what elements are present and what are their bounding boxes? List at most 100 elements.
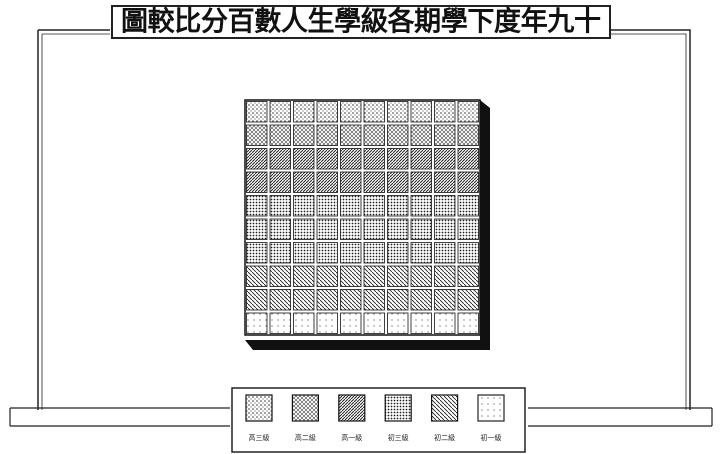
waffle-cell (269, 265, 291, 287)
waffle-cell (316, 312, 338, 334)
waffle-cell (340, 218, 362, 240)
waffle-series (246, 148, 479, 193)
waffle-cell (340, 148, 362, 170)
waffle-cell (457, 195, 479, 217)
waffle-cell (387, 312, 409, 334)
waffle-cell (340, 289, 362, 311)
waffle-cell (293, 289, 315, 311)
waffle-series (246, 101, 479, 123)
waffle-cell (246, 312, 268, 334)
waffle-series (246, 265, 479, 311)
waffle-cell (316, 242, 338, 264)
waffle-series (246, 195, 479, 264)
waffle-cell (293, 312, 315, 334)
waffle-cell (340, 265, 362, 287)
waffle-cell (316, 218, 338, 240)
waffle-cell (269, 195, 291, 217)
waffle-cell (269, 148, 291, 170)
waffle-cell (246, 195, 268, 217)
waffle-cell (434, 195, 456, 217)
waffle-cell (434, 101, 456, 123)
waffle-cell (269, 101, 291, 123)
waffle-cell (363, 218, 385, 240)
waffle-cell (387, 148, 409, 170)
waffle-cell (363, 242, 385, 264)
waffle-cell (293, 195, 315, 217)
waffle-cell (434, 242, 456, 264)
waffle-cell (340, 195, 362, 217)
waffle-cell (410, 101, 432, 123)
waffle-cell (363, 265, 385, 287)
waffle-cell (340, 312, 362, 334)
waffle-cell (340, 171, 362, 193)
frame (9, 5, 713, 453)
waffle-cell (410, 171, 432, 193)
waffle-cell (434, 312, 456, 334)
waffle-cell (410, 289, 432, 311)
waffle-cell (434, 124, 456, 146)
waffle-cell (434, 265, 456, 287)
waffle-cell (269, 171, 291, 193)
legend-label: 初二級 (434, 433, 455, 442)
waffle-cell (246, 148, 268, 170)
waffle-cell (363, 101, 385, 123)
waffle-series (246, 124, 479, 146)
waffle-cell (293, 218, 315, 240)
waffle-cell (316, 265, 338, 287)
legend-label: 高二級 (295, 433, 316, 442)
waffle-cell (363, 312, 385, 334)
waffle-cell (457, 218, 479, 240)
waffle-cell (340, 124, 362, 146)
waffle-cell (363, 171, 385, 193)
legend-label: 初一級 (481, 433, 502, 442)
legend-label: 高三級 (249, 433, 270, 442)
waffle-cell (387, 242, 409, 264)
waffle-cell (457, 242, 479, 264)
waffle-cell (457, 265, 479, 287)
waffle-cell (340, 242, 362, 264)
grid-border (244, 99, 481, 336)
waffle-cell (246, 265, 268, 287)
waffle-cell (410, 124, 432, 146)
waffle-cell (434, 148, 456, 170)
waffle-cell (457, 148, 479, 170)
waffle-cell (363, 148, 385, 170)
waffle-cell (293, 265, 315, 287)
waffle-cell (363, 289, 385, 311)
waffle-cell (293, 124, 315, 146)
waffle-cell (410, 242, 432, 264)
waffle-cell (293, 171, 315, 193)
waffle-cell (434, 171, 456, 193)
waffle-cell (387, 218, 409, 240)
waffle-cell (246, 218, 268, 240)
waffle-cell (316, 289, 338, 311)
legend-label: 初三級 (388, 433, 409, 442)
waffle-cell (410, 312, 432, 334)
waffle-cell (246, 242, 268, 264)
waffle-cell (316, 101, 338, 123)
waffle-cell (293, 242, 315, 264)
legend-swatch (477, 394, 505, 422)
legend-swatch (291, 394, 319, 422)
waffle-cell (340, 101, 362, 123)
waffle-cell (387, 195, 409, 217)
waffle-cell (363, 124, 385, 146)
legend-swatch (338, 394, 366, 422)
legend-swatch (431, 394, 459, 422)
waffle-cell (387, 289, 409, 311)
waffle-cell (434, 218, 456, 240)
waffle-cell (269, 242, 291, 264)
waffle-cell (363, 195, 385, 217)
waffle-cell (457, 101, 479, 123)
waffle-cell (387, 265, 409, 287)
waffle-cell (316, 148, 338, 170)
waffle-cell (410, 148, 432, 170)
waffle-cell (410, 218, 432, 240)
waffle-cell (246, 101, 268, 123)
legend-swatch (245, 394, 273, 422)
waffle-cell (387, 101, 409, 123)
waffle-cell (316, 124, 338, 146)
chart-title: 圖較比分百數人生學級各期學下度年九十 (121, 6, 601, 38)
waffle-cell (457, 124, 479, 146)
